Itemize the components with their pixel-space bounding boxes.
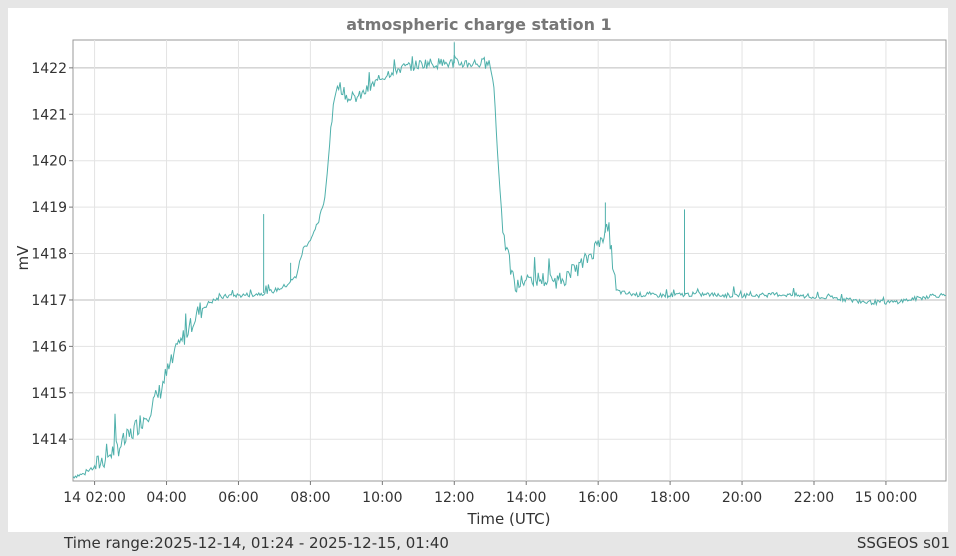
x-tick-label: 06:00	[218, 490, 258, 506]
grid-lines	[73, 40, 946, 481]
x-tick-label: 18:00	[650, 490, 690, 506]
x-axis-label: Time (UTC)	[467, 510, 551, 528]
y-tick-label: 1416	[31, 339, 67, 355]
x-tick-label: 20:00	[722, 490, 762, 506]
x-tick-label: 16:00	[578, 490, 618, 506]
x-tick-label: 10:00	[362, 490, 402, 506]
y-tick-label: 1420	[31, 154, 67, 170]
y-tick-label: 1422	[31, 61, 67, 77]
time-range-readout: Time range:2025-12-14, 01:24 - 2025-12-1…	[64, 534, 449, 552]
time-range-label: Time range:	[64, 534, 155, 552]
y-tick-label: 1419	[31, 200, 67, 216]
x-tick-label: 12:00	[434, 490, 474, 506]
line-chart: 1414 1415 1416 1417 1418 1419 1420 1421 1422 14 0…	[14, 15, 947, 528]
y-tick-label: 1417	[31, 293, 67, 309]
x-tick-label: 14:00	[506, 490, 546, 506]
time-range-value: 2025-12-14, 01:24 - 2025-12-15, 01:40	[154, 534, 449, 552]
series-line	[72, 54, 947, 479]
x-tick-label: 08:00	[290, 490, 330, 506]
series-layer	[72, 42, 947, 479]
axis-ticks: 1414 1415 1416 1417 1418 1419 1420 1421 1422 14 0…	[31, 61, 917, 506]
y-tick-label: 1414	[31, 432, 67, 448]
y-axis-label: mV	[14, 245, 32, 271]
station-id: SSGEOS s01	[856, 534, 950, 552]
y-tick-label: 1415	[31, 386, 67, 402]
y-tick-label: 1421	[31, 107, 67, 123]
y-tick-label: 1418	[31, 247, 67, 263]
x-tick-label: 14 02:00	[63, 490, 126, 506]
x-tick-label: 15 00:00	[855, 490, 918, 506]
x-tick-label: 04:00	[146, 490, 186, 506]
x-tick-label: 22:00	[794, 490, 834, 506]
chart-panel: 1414 1415 1416 1417 1418 1419 1420 1421 1422 14 0…	[8, 8, 948, 532]
chart-title: atmospheric charge station 1	[346, 15, 611, 34]
